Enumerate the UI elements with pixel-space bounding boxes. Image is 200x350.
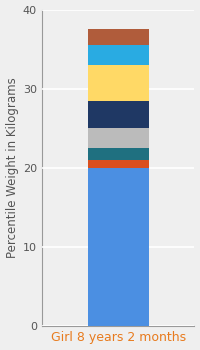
Bar [88, 65, 149, 100]
Bar [88, 45, 149, 65]
Bar [88, 29, 149, 45]
Bar [88, 160, 149, 168]
Y-axis label: Percentile Weight in Kilograms: Percentile Weight in Kilograms [6, 77, 19, 258]
Bar [88, 168, 149, 326]
Bar [88, 128, 149, 148]
Bar [88, 100, 149, 128]
Bar [88, 148, 149, 160]
